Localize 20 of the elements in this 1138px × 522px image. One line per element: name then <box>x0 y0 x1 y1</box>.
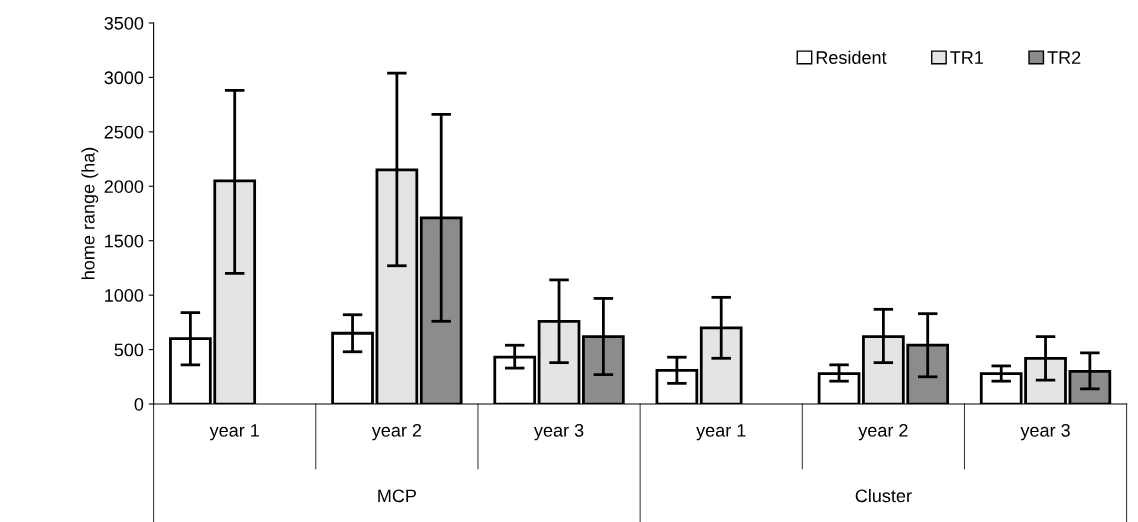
legend-label: TR1 <box>950 51 983 64</box>
y-tick-label: 3000 <box>104 71 144 85</box>
y-tick-label: 3500 <box>104 16 144 30</box>
text: Cluster <box>855 488 912 503</box>
x-tick-label: year 1 <box>209 424 259 441</box>
y-tick-label: 2500 <box>104 125 144 139</box>
x-tick-label: year 1 <box>696 424 746 441</box>
y-tick-label: 0 <box>134 397 144 411</box>
legend-label: TR2 <box>1047 51 1081 64</box>
y-tick-label: 500 <box>114 343 144 357</box>
y-tick-label: 2000 <box>104 180 144 193</box>
text: MCP <box>378 489 416 503</box>
x-tick-label: year 2 <box>858 423 908 441</box>
y-tick-label: 1000 <box>105 289 144 302</box>
x-tick-label: year 3 <box>534 423 584 441</box>
y-tick-label: 1500 <box>105 234 144 248</box>
y-axis-title: home range (ha) <box>81 147 99 279</box>
x-tick-label: year 2 <box>371 423 422 441</box>
legend-label: Resident <box>816 50 887 64</box>
x-tick-label: year 3 <box>1020 423 1070 441</box>
